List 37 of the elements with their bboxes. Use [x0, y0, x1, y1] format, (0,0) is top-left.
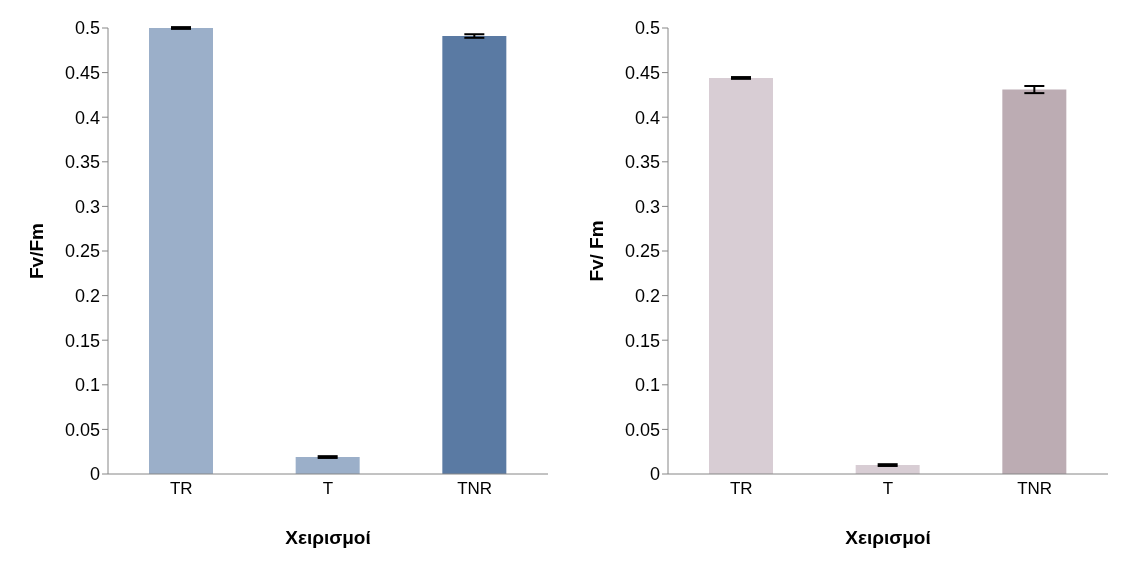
x-axis-title: Χειρισμοί: [285, 527, 371, 548]
y-tick-label: 0.25: [64, 241, 100, 262]
x-tick-label: TNR: [457, 479, 493, 499]
y-tick-label: 0.2: [74, 285, 100, 306]
y-axis-title: Fv/Fm: [25, 223, 47, 279]
y-tick-label: 0.45: [624, 62, 660, 83]
y-tick-label: 0.1: [634, 375, 660, 396]
y-tick-label: 0.25: [624, 241, 660, 262]
bar: [149, 28, 213, 474]
y-tick-label: 0.5: [74, 18, 100, 39]
y-axis-title: Fv/ Fm: [585, 220, 607, 282]
y-tick-label: 0.4: [634, 107, 660, 128]
x-tick-label: TR: [170, 479, 193, 499]
y-tick-label: 0.3: [634, 196, 660, 217]
y-tick-label: 0.45: [64, 62, 100, 83]
y-tick-label: 0.05: [64, 419, 100, 440]
x-tick-label: T: [882, 479, 894, 499]
y-tick-label: 0.35: [624, 152, 660, 173]
bar: [295, 457, 360, 474]
y-tick-label: 0.4: [74, 107, 100, 128]
x-tick-label: TNR: [1017, 479, 1053, 499]
x-tick-label: T: [322, 479, 334, 499]
y-tick-label: 0.35: [64, 152, 100, 173]
bar: [1002, 89, 1067, 474]
y-tick-label: 0.3: [74, 196, 100, 217]
y-tick-label: 0: [89, 464, 100, 485]
y-tick-label: 0: [649, 464, 660, 485]
y-tick-label: 0.05: [624, 419, 660, 440]
y-tick-label: 0.2: [634, 285, 660, 306]
bar: [442, 36, 507, 474]
y-tick-label: 0.5: [634, 18, 660, 39]
y-tick-label: 0.15: [64, 330, 100, 351]
x-tick-label: TR: [730, 479, 753, 499]
x-axis-title: Χειρισμοί: [845, 527, 931, 548]
y-tick-label: 0.15: [624, 330, 660, 351]
bar: [709, 77, 773, 474]
y-tick-label: 0.1: [74, 375, 100, 396]
